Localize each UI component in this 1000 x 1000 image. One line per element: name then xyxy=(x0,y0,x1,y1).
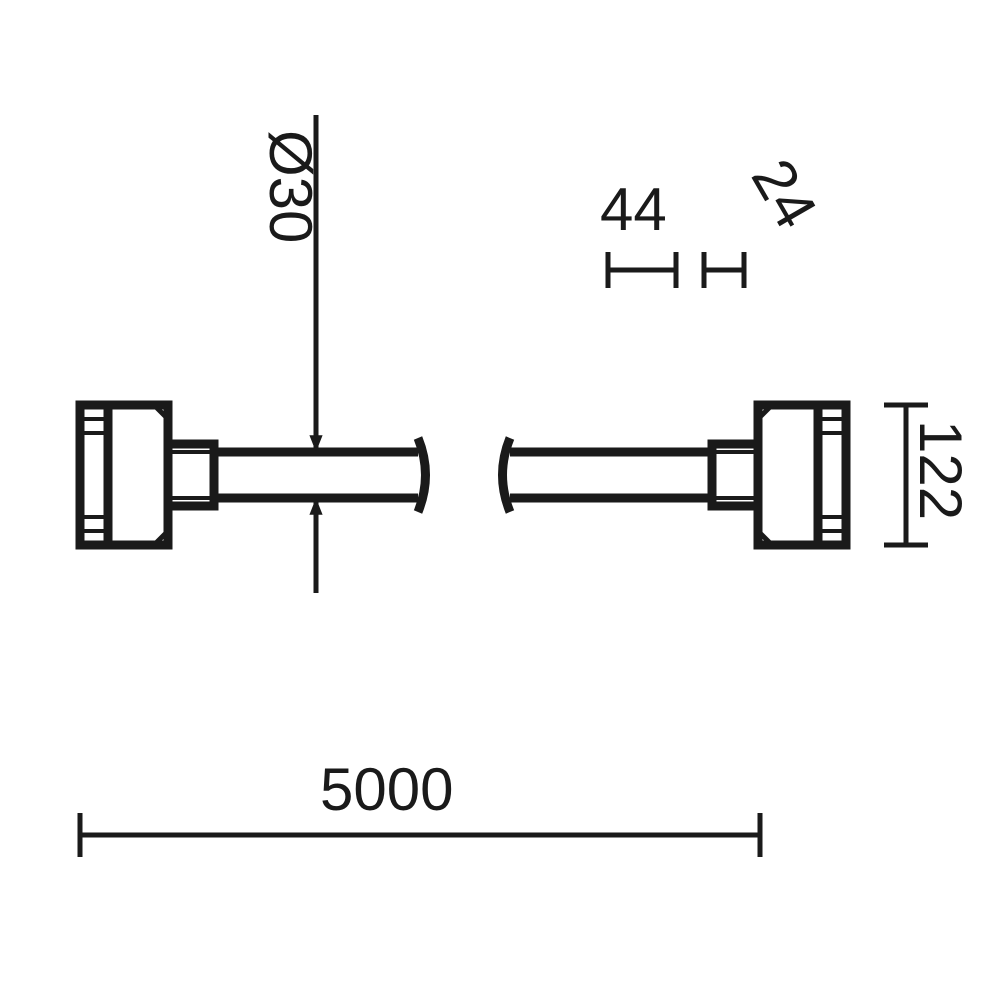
dim-24-label: 24 xyxy=(739,148,830,239)
dim-44-label: 44 xyxy=(600,176,667,243)
dim-length-label: 5000 xyxy=(320,756,453,823)
dim-diameter-label: Ø30 xyxy=(257,130,324,243)
dim-122-label: 122 xyxy=(907,420,974,520)
